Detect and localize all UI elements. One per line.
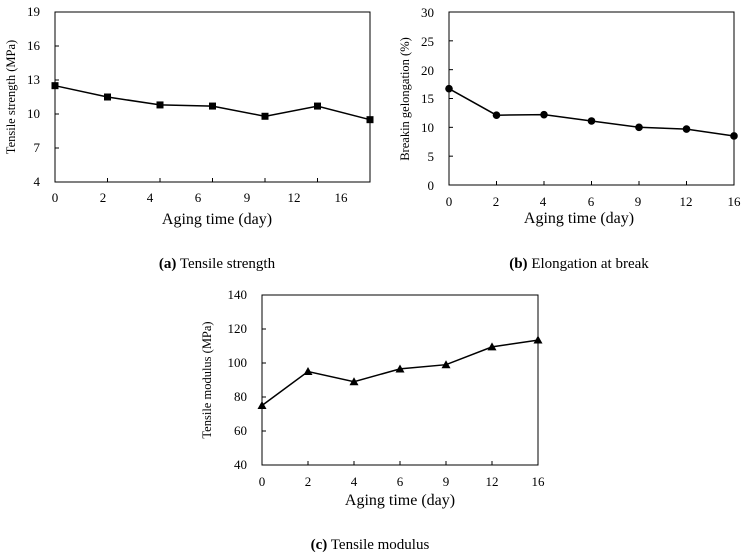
- x-tick-label: 9: [443, 474, 450, 489]
- y-tick-label: 80: [234, 389, 247, 404]
- series-marks: [257, 294, 543, 466]
- caption-text: Tensile modulus: [327, 537, 429, 553]
- x-tick-label: 16: [335, 190, 349, 205]
- data-point: [533, 335, 543, 344]
- y-tick-label: 30: [421, 5, 434, 20]
- x-tick-label: 0: [446, 194, 453, 209]
- x-tick-labels: 0 2 4 6 9 12 16: [52, 190, 348, 205]
- panel-caption: (b) Elongation at break: [509, 256, 649, 272]
- data-point: [366, 116, 374, 124]
- x-tick-label: 4: [147, 190, 154, 205]
- y-tick-label: 19: [27, 4, 40, 19]
- x-tick-label: 4: [540, 194, 547, 209]
- data-point: [441, 360, 451, 369]
- y-tick-label: 140: [228, 287, 248, 302]
- data-point: [395, 364, 405, 373]
- plot-frame: [448, 11, 735, 186]
- data-point: [492, 111, 501, 120]
- y-tick-label: 4: [34, 174, 41, 189]
- caption-text: Elongation at break: [528, 256, 650, 272]
- x-axis-title: Aging time (day): [345, 492, 455, 509]
- y-tick-labels: 40 60 80 100 120 140: [228, 287, 248, 472]
- data-point: [257, 401, 267, 409]
- series-marks: [51, 11, 374, 183]
- x-tick-label: 0: [52, 190, 59, 205]
- y-tick-label: 0: [428, 178, 435, 193]
- x-axis-title: Aging time (day): [524, 210, 634, 227]
- series-marks: [445, 11, 738, 186]
- y-tick-label: 7: [34, 140, 41, 155]
- panel-caption: (c) Tensile modulus: [311, 537, 430, 553]
- caption-letter: (c): [311, 537, 328, 553]
- plot-frame: [261, 294, 539, 466]
- series-line: [448, 88, 735, 137]
- data-point: [261, 112, 269, 120]
- panel-b-elongation-at-break: 0 5 10 15 20 25 30 0 2 4 6 9 12 16 Aging…: [398, 5, 741, 272]
- data-point: [540, 110, 548, 119]
- series-line: [261, 339, 539, 407]
- y-axis-title: Tensile strength (MPa): [4, 40, 18, 154]
- y-tick-label: 120: [228, 321, 248, 336]
- data-point: [445, 84, 453, 93]
- y-tick-label: 16: [27, 38, 41, 53]
- data-point: [587, 117, 596, 125]
- x-tick-label: 2: [305, 474, 312, 489]
- x-tick-label: 0: [259, 474, 266, 489]
- x-tick-label: 6: [195, 190, 202, 205]
- x-tick-label: 6: [588, 194, 595, 209]
- x-tick-label: 16: [728, 194, 742, 209]
- y-axis-title: Tensile modulus (MPa): [200, 321, 214, 438]
- panel-c-tensile-modulus: 40 60 80 100 120 140 0 2 4 6 9 12 16 Agi…: [200, 287, 545, 553]
- panel-caption: (a) Tensile strength: [159, 256, 276, 272]
- data-point: [635, 123, 643, 132]
- data-point: [209, 102, 216, 110]
- data-point: [682, 125, 691, 133]
- y-tick-label: 40: [234, 457, 247, 472]
- caption-letter: (a): [159, 256, 177, 272]
- y-tick-label: 10: [421, 120, 434, 135]
- data-point: [314, 102, 321, 110]
- data-point: [349, 377, 359, 386]
- y-tick-label: 5: [428, 149, 435, 164]
- caption-letter: (b): [509, 256, 527, 272]
- data-point: [156, 101, 164, 109]
- x-tick-label: 2: [493, 194, 500, 209]
- x-tick-label: 9: [635, 194, 642, 209]
- x-axis-title: Aging time (day): [162, 211, 272, 228]
- x-tick-label: 12: [288, 190, 301, 205]
- plot-frame: [54, 11, 371, 183]
- data-point: [730, 132, 738, 140]
- x-tick-label: 16: [532, 474, 546, 489]
- x-tick-label: 6: [397, 474, 404, 489]
- y-tick-label: 100: [228, 355, 248, 370]
- y-tick-label: 25: [421, 34, 434, 49]
- x-tick-labels: 0 2 4 6 9 12 16: [259, 474, 545, 489]
- y-tick-label: 60: [234, 423, 247, 438]
- y-tick-label: 15: [421, 91, 434, 106]
- data-point: [487, 342, 497, 351]
- x-tick-label: 2: [100, 190, 107, 205]
- panel-a-tensile-strength: 4 7 10 13 16 19 0 2 4 6 9 12 16 Aging ti…: [4, 4, 374, 272]
- x-tick-labels: 0 2 4 6 9 12 16: [446, 194, 741, 209]
- y-tick-label: 10: [27, 106, 40, 121]
- caption-text: Tensile strength: [176, 256, 275, 272]
- data-point: [51, 82, 59, 90]
- y-axis-title: Breakin gelongation (%): [398, 37, 412, 161]
- y-tick-labels: 0 5 10 15 20 25 30: [421, 5, 434, 193]
- data-point: [303, 367, 313, 375]
- x-tick-label: 12: [680, 194, 693, 209]
- y-tick-labels: 4 7 10 13 16 19: [27, 4, 41, 189]
- y-tick-label: 20: [421, 63, 434, 78]
- x-tick-label: 4: [351, 474, 358, 489]
- y-tick-label: 13: [27, 72, 40, 87]
- x-tick-label: 9: [244, 190, 251, 205]
- x-tick-label: 12: [486, 474, 499, 489]
- data-point: [104, 93, 111, 101]
